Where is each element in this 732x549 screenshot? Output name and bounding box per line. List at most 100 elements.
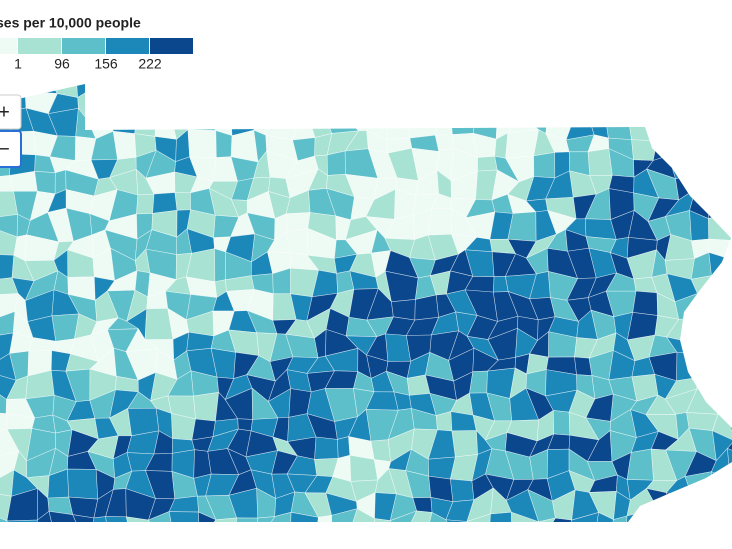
- region: [168, 84, 194, 98]
- region: [710, 318, 732, 340]
- region: [466, 534, 494, 549]
- region: [225, 84, 256, 94]
- region: [168, 511, 200, 522]
- region: [87, 88, 115, 122]
- region: [266, 87, 299, 118]
- region: [568, 530, 597, 549]
- zoom-in-button[interactable]: [0, 94, 22, 130]
- region: [711, 114, 732, 140]
- zoom-out-label[interactable]: −: [0, 138, 10, 160]
- region: [546, 517, 573, 522]
- region: [693, 352, 718, 379]
- region: [427, 208, 453, 236]
- region: [685, 318, 716, 342]
- region: [711, 84, 732, 98]
- legend-swatch: [62, 38, 105, 54]
- region: [511, 511, 539, 522]
- region: [314, 436, 339, 460]
- region: [297, 87, 307, 119]
- region: [434, 110, 453, 136]
- region: [326, 150, 346, 176]
- region: [665, 492, 696, 518]
- region: [527, 84, 553, 103]
- region: [527, 90, 550, 123]
- region: [110, 108, 139, 135]
- region: [727, 368, 732, 402]
- region: [174, 529, 199, 549]
- region: [114, 84, 137, 95]
- region: [248, 87, 272, 118]
- region: [84, 84, 118, 95]
- region: [708, 211, 732, 242]
- zoom-controls: + −: [0, 94, 22, 168]
- region: [406, 534, 432, 549]
- region: [225, 92, 257, 118]
- region: [174, 192, 191, 211]
- region: [189, 84, 218, 98]
- region: [153, 97, 178, 122]
- region: [304, 84, 331, 102]
- region: [206, 528, 236, 549]
- region: [515, 90, 530, 123]
- region: [716, 494, 730, 518]
- region: [649, 96, 678, 119]
- region: [193, 391, 220, 422]
- region: [656, 84, 676, 98]
- region: [374, 518, 395, 522]
- region: [349, 454, 379, 482]
- region: [394, 534, 406, 549]
- region: [214, 248, 227, 283]
- region: [134, 108, 157, 137]
- region: [711, 93, 732, 120]
- zoom-out-button[interactable]: [0, 130, 22, 168]
- region: [488, 511, 512, 522]
- region: [34, 171, 56, 195]
- region: [112, 130, 137, 160]
- region: [324, 87, 358, 118]
- region: [133, 84, 156, 103]
- region: [24, 84, 58, 94]
- region: [192, 95, 216, 116]
- region: [445, 519, 468, 522]
- region: [426, 512, 455, 522]
- region: [152, 192, 178, 214]
- region: [427, 534, 455, 549]
- region: [671, 84, 699, 98]
- region: [627, 112, 658, 142]
- region: [692, 93, 714, 116]
- region: [6, 519, 40, 522]
- region: [705, 171, 732, 195]
- region: [504, 84, 531, 99]
- region: [684, 471, 718, 502]
- region: [136, 193, 155, 215]
- region: [207, 92, 232, 118]
- region: [446, 84, 477, 102]
- region: [36, 534, 55, 549]
- region: [264, 511, 292, 522]
- region: [587, 148, 613, 176]
- region: [214, 84, 230, 97]
- region: [668, 136, 693, 159]
- region: [708, 188, 732, 219]
- region: [536, 531, 547, 549]
- region: [726, 388, 732, 419]
- region: [76, 84, 92, 99]
- region: [673, 515, 696, 522]
- region: [717, 515, 730, 522]
- legend-swatch: [150, 38, 193, 54]
- region: [724, 84, 732, 98]
- region: [265, 108, 299, 141]
- region: [187, 129, 217, 158]
- region: [626, 448, 654, 481]
- region: [632, 290, 658, 316]
- region: [726, 433, 732, 460]
- region: [392, 84, 418, 99]
- region: [649, 109, 680, 142]
- region: [451, 430, 479, 458]
- region: [105, 516, 132, 522]
- region: [348, 508, 376, 522]
- region: [292, 108, 316, 141]
- zoom-in-label[interactable]: +: [0, 101, 10, 123]
